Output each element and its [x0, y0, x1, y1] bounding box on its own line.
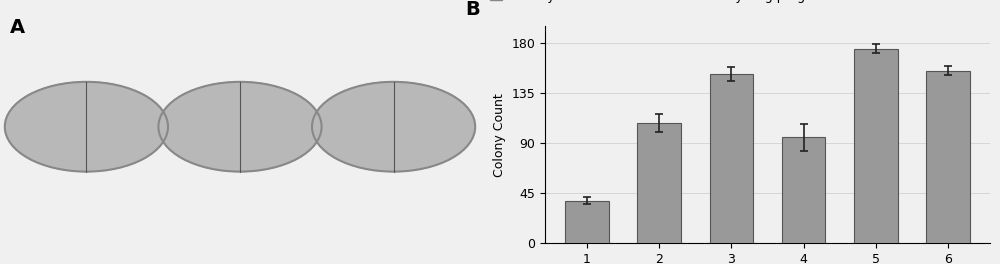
- Text: B: B: [465, 1, 480, 20]
- Legend: Colony count of different  thermal cycling program: Colony count of different thermal cyclin…: [484, 0, 835, 8]
- Bar: [854, 49, 898, 243]
- Bar: [782, 138, 825, 243]
- Bar: [710, 74, 753, 243]
- Circle shape: [5, 82, 168, 172]
- Bar: [926, 71, 970, 243]
- Bar: [565, 201, 609, 243]
- Y-axis label: Colony Count: Colony Count: [493, 93, 506, 177]
- Circle shape: [158, 82, 322, 172]
- Circle shape: [312, 82, 475, 172]
- Bar: [637, 123, 681, 243]
- Text: A: A: [10, 18, 25, 37]
